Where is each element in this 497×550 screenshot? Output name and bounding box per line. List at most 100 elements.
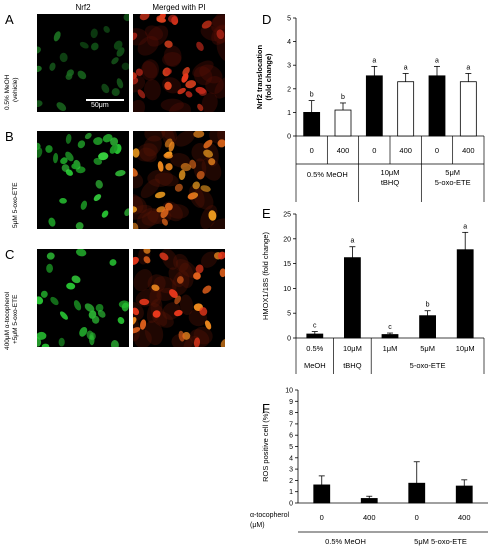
cell-nucleus xyxy=(216,29,225,40)
cell-nucleus xyxy=(139,298,150,306)
cell-nucleus xyxy=(156,17,167,23)
chart-e: 0 5 10 15 20 25 HMOX1/18S (fold change) c a c b a 0.… xyxy=(261,212,485,374)
cell-nucleus xyxy=(111,57,119,65)
cell-nucleus xyxy=(37,296,44,305)
y-tick-label: 1 xyxy=(289,489,293,496)
bar xyxy=(365,75,383,137)
cell-body xyxy=(139,147,157,163)
row-label-b-line-1: 5μM 5-oxo-ETE xyxy=(12,182,19,228)
cell-nucleus xyxy=(164,202,173,211)
cell-nucleus xyxy=(193,131,205,138)
cell-nucleus xyxy=(187,193,195,200)
cell-nucleus xyxy=(164,138,173,148)
cell-nucleus xyxy=(185,80,197,89)
cell-body xyxy=(144,25,164,41)
cell-body xyxy=(149,287,162,308)
cell-nucleus xyxy=(135,68,143,76)
cell-body xyxy=(217,131,225,144)
cell-nucleus xyxy=(164,68,172,75)
panel-letter-f: F xyxy=(262,401,270,416)
cell-nucleus xyxy=(65,73,73,80)
cell-body xyxy=(175,259,198,278)
cell-nucleus xyxy=(77,140,86,149)
cell-body xyxy=(144,320,164,346)
cell-nucleus xyxy=(161,218,168,226)
cell-nucleus xyxy=(116,47,125,57)
cell-nucleus xyxy=(168,289,178,298)
cell-body xyxy=(211,15,225,30)
cell-nucleus xyxy=(93,194,102,202)
y-tick-label: 5 xyxy=(287,311,291,318)
significance-letter: b xyxy=(310,92,314,99)
cell-nucleus xyxy=(58,337,65,347)
cell-nucleus xyxy=(133,222,139,229)
cell-nucleus xyxy=(71,163,79,170)
cell-nucleus xyxy=(178,169,186,180)
row-label-line: α-tocopherol xyxy=(250,512,290,519)
significance-letter: a xyxy=(466,64,470,71)
cell-body xyxy=(133,269,153,292)
cell-nucleus xyxy=(198,88,207,96)
cell-nucleus xyxy=(91,315,100,324)
row-label-line: (μM) xyxy=(250,522,265,529)
bar xyxy=(397,81,415,137)
cell-nucleus xyxy=(201,20,212,29)
cell-body xyxy=(199,64,223,84)
y-tick-label: 2 xyxy=(287,86,291,93)
cell-nucleus xyxy=(133,307,140,316)
cell-nucleus xyxy=(60,157,68,165)
group-label: tBHQ xyxy=(381,178,400,187)
category-label: 400 xyxy=(462,146,475,155)
cell-body xyxy=(153,276,177,294)
group-label: 5μM xyxy=(445,168,460,177)
group-label: 0.5% MeOH xyxy=(325,537,366,546)
significance-letter: c xyxy=(388,324,392,331)
cell-nucleus xyxy=(37,331,47,340)
cell-nucleus xyxy=(61,164,70,172)
cell-body xyxy=(140,178,160,199)
significance-letter: b xyxy=(341,94,345,101)
cell-nucleus xyxy=(139,319,147,330)
scale-bar-label: 50μm xyxy=(91,102,109,109)
cell-nucleus xyxy=(56,102,67,111)
cell-nucleus xyxy=(71,275,81,284)
cell-nucleus xyxy=(37,65,42,73)
cell-body xyxy=(201,92,218,112)
cell-nucleus xyxy=(203,139,213,149)
category-label: 400 xyxy=(399,146,412,155)
cell-nucleus xyxy=(98,152,109,161)
significance-letter: a xyxy=(463,223,467,230)
bar xyxy=(306,333,324,339)
cell-nucleus xyxy=(45,145,53,153)
category-label: 0 xyxy=(415,513,419,522)
cell-nucleus xyxy=(199,307,208,316)
cell-body xyxy=(133,329,152,347)
category-label: 400 xyxy=(363,513,376,522)
cell-nucleus xyxy=(133,256,139,265)
micrograph-c-nrf2 xyxy=(37,249,129,347)
cell-nucleus xyxy=(193,272,201,280)
cell-nucleus xyxy=(103,26,110,33)
cell-nucleus xyxy=(133,77,139,85)
cell-body xyxy=(162,52,182,67)
row-label-a-line-1: 0.5% MeOH xyxy=(4,74,11,110)
y-tick-label: 0 xyxy=(289,501,293,508)
cell-nucleus xyxy=(176,276,184,284)
row-label-a: 0.5% MeOH (vehicle) xyxy=(4,75,20,110)
y-tick-label: 8 xyxy=(289,410,293,417)
cell-nucleus xyxy=(178,330,185,342)
cell-nucleus xyxy=(110,340,119,347)
category-label: 0 xyxy=(372,146,376,155)
cell-nucleus xyxy=(116,78,124,89)
y-tick-label: 3 xyxy=(289,467,293,474)
cell-nucleus xyxy=(65,133,72,144)
micrograph-background xyxy=(133,14,225,112)
micrograph-a-nrf2 xyxy=(37,14,129,112)
significance-letter: a xyxy=(435,57,439,64)
cell-body xyxy=(200,25,222,41)
bar xyxy=(344,257,361,339)
y-tick-label: 10 xyxy=(285,388,293,395)
y-axis-label-text: HMOX1/18S (fold change) xyxy=(261,232,270,320)
cell-nucleus xyxy=(79,41,89,49)
cell-nucleus xyxy=(151,284,160,291)
